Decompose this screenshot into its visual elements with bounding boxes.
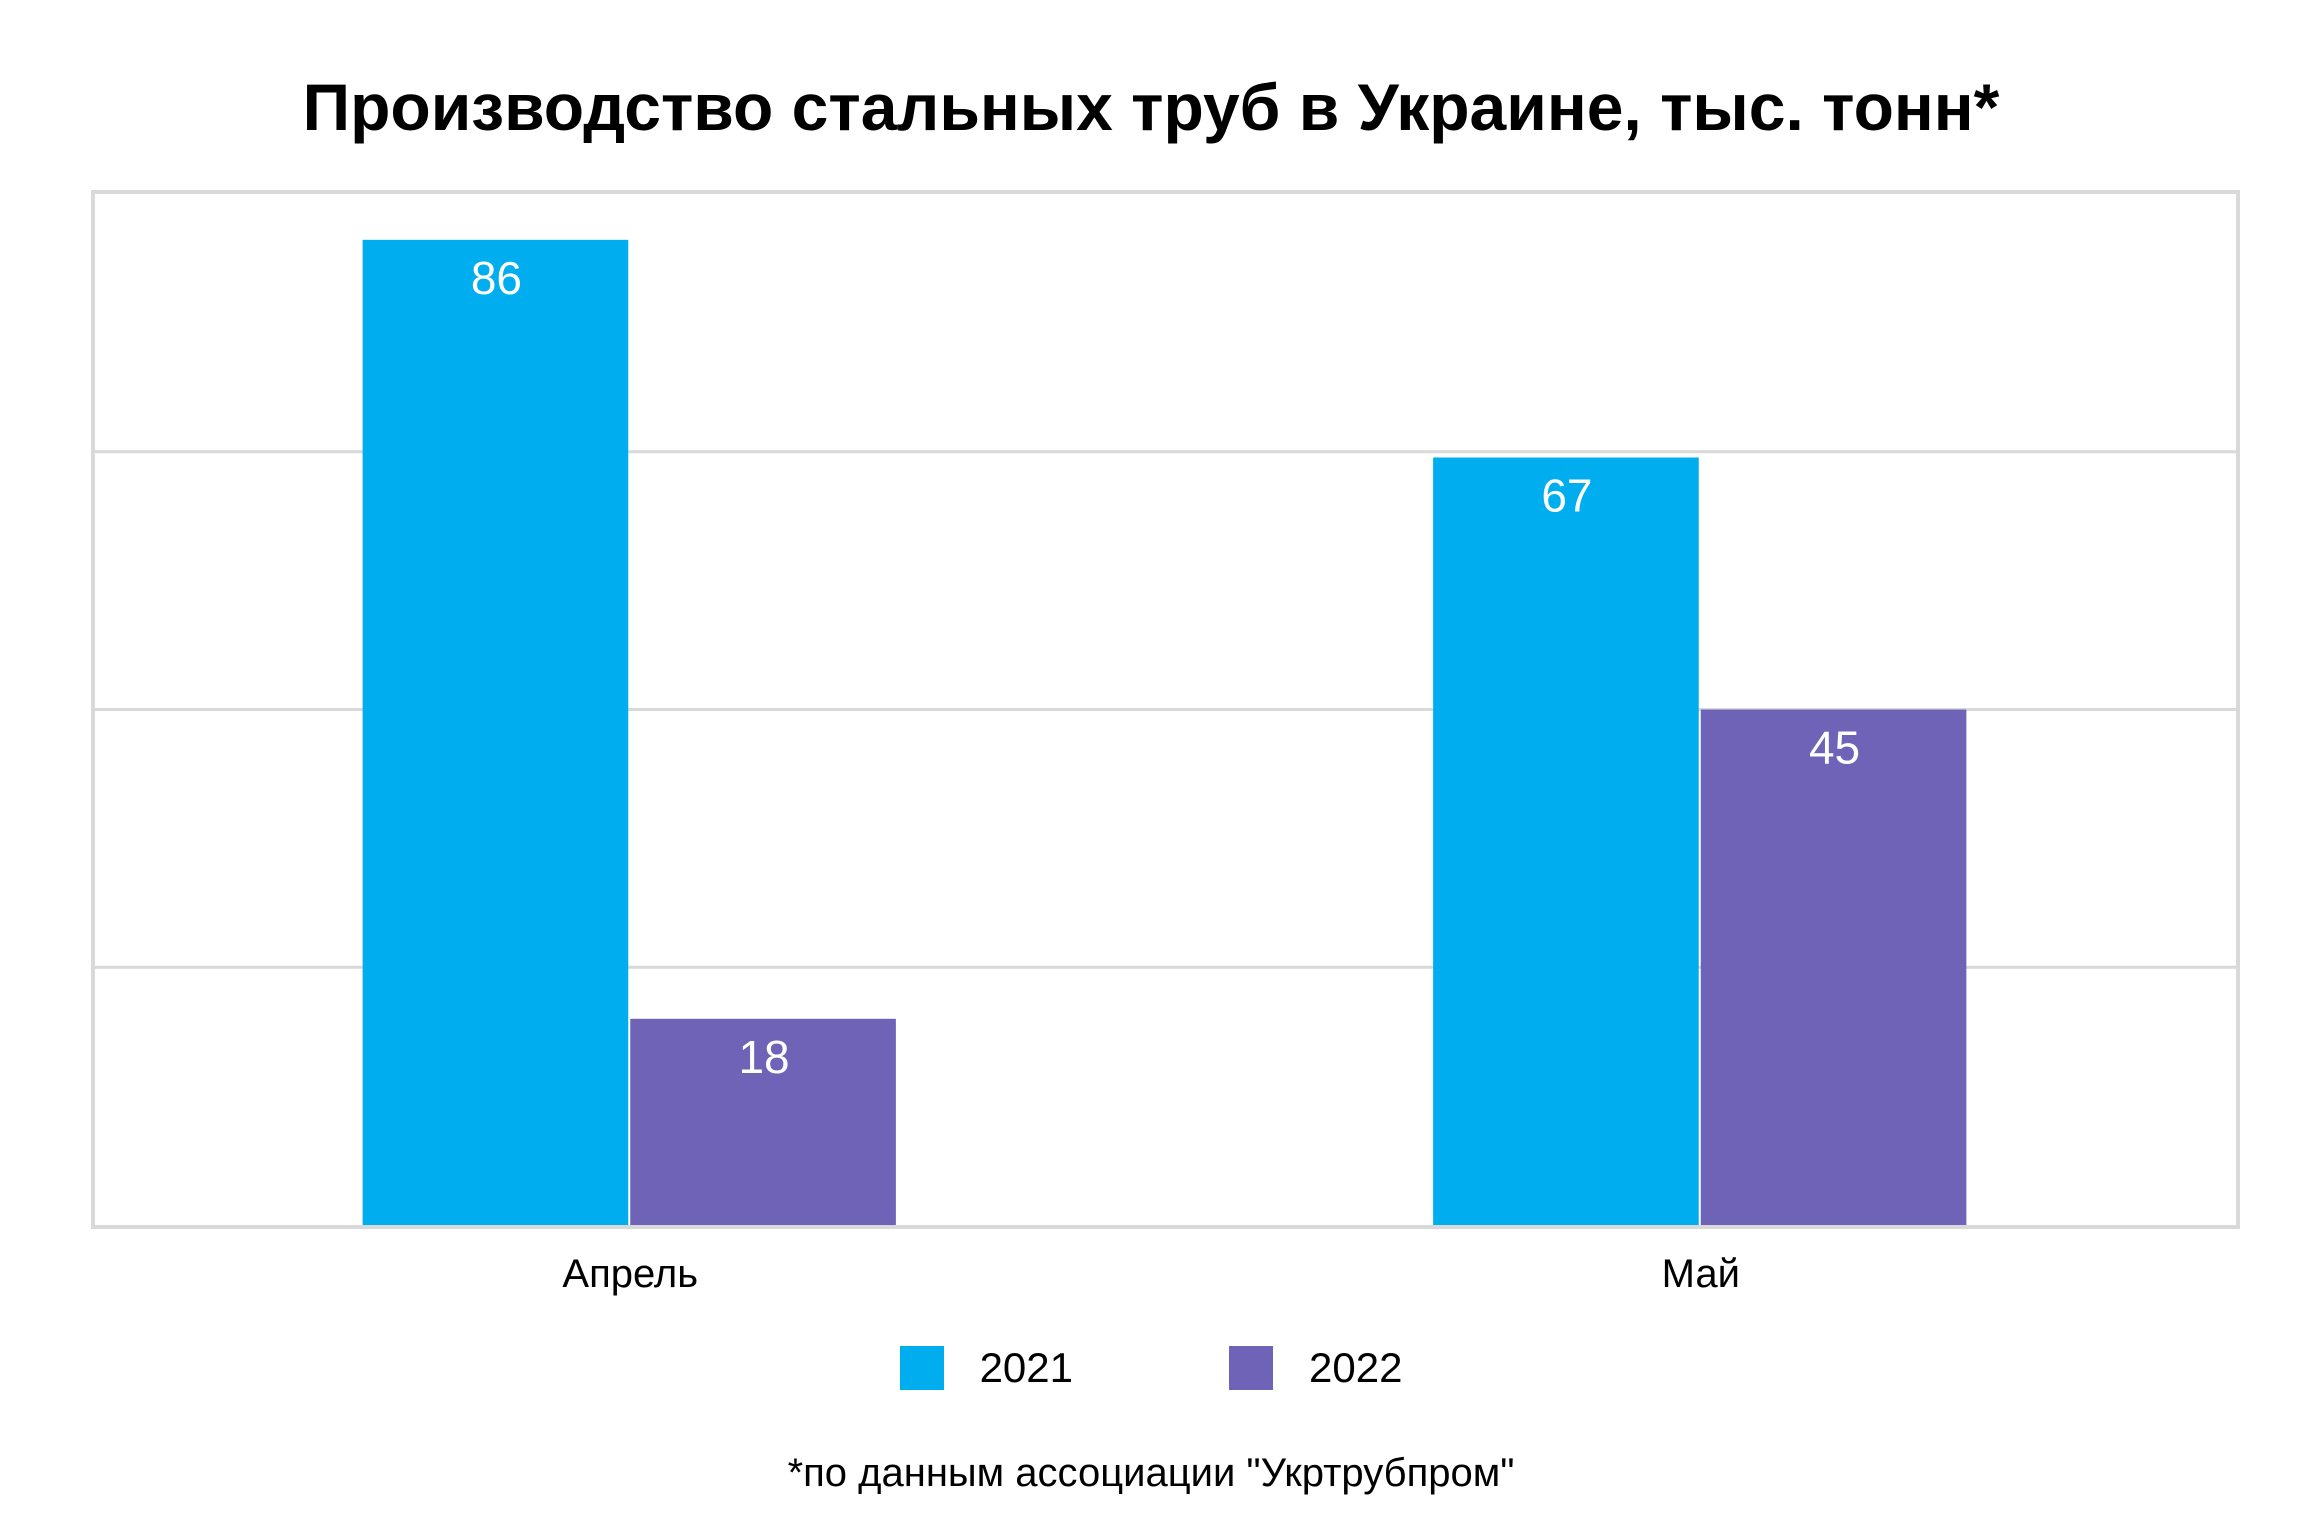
bar-2021-2 <box>1433 457 1699 1225</box>
legend-item-2022: 2022 <box>1229 1338 1402 1398</box>
legend-item-2021: 2021 <box>899 1338 1073 1398</box>
data-label-2022-1: 18 <box>738 1031 789 1083</box>
x-tick-label-2: Май <box>1662 1252 1740 1296</box>
footnote: *по данным ассоциации "Укртрубпром" <box>787 1451 1515 1495</box>
bar-chart: 86 18 67 45 Апрель Май <box>91 190 2240 1296</box>
data-label-2021-2: 67 <box>1541 469 1592 521</box>
data-label-2022-2: 45 <box>1809 722 1860 774</box>
legend: 2021 2022 <box>0 1338 2302 1398</box>
bar-2022-2 <box>1700 709 1967 1225</box>
x-tick-label-1: Апрель <box>562 1252 698 1296</box>
x-axis-tick-labels: Апрель Май <box>562 1252 1740 1296</box>
legend-swatch-2022 <box>1229 1346 1273 1390</box>
bar-2021-1 <box>362 239 629 1226</box>
data-labels: 86 18 67 45 <box>471 252 1860 1083</box>
bars <box>362 239 1967 1226</box>
legend-swatch-2021 <box>899 1346 944 1390</box>
data-label-2021-1: 86 <box>471 252 522 304</box>
chart-title: Производство стальных труб в Украине, ты… <box>302 70 2000 144</box>
legend-label-2021: 2021 <box>979 1344 1073 1391</box>
bar-2022-1 <box>630 1018 896 1225</box>
legend-label-2022: 2022 <box>1309 1344 1403 1391</box>
